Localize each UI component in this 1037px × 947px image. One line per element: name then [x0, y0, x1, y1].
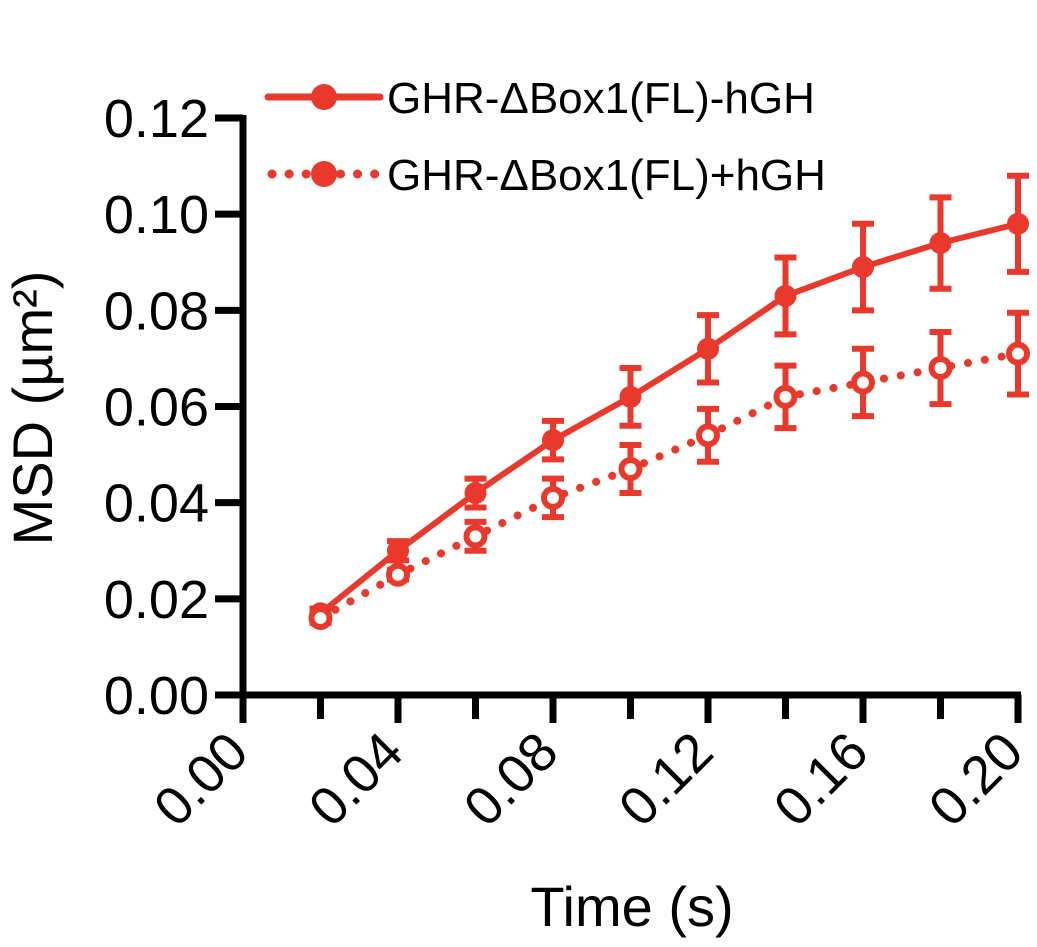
axes: 0.00 0.02 0.04 0.06 0.08 0.10 0.12 0.00 0.04 0.08…	[104, 89, 1035, 838]
series-2-point-7	[851, 370, 875, 395]
series-layer	[308, 172, 1030, 631]
series-1-point-5	[697, 337, 719, 360]
series-1-point-6	[774, 284, 797, 307]
y-tick-label-1: 0.02	[104, 570, 209, 630]
series-1-point-1	[387, 539, 409, 562]
series-2-point-3	[541, 485, 565, 510]
y-tick-label-6: 0.12	[104, 89, 209, 149]
legend-label-series-1: GHR-ΔBox1(FL)-hGH	[387, 74, 815, 123]
series-2-point-1	[386, 562, 410, 587]
series-1-point-3	[542, 429, 564, 452]
series-2-point-2	[463, 524, 488, 549]
series-1-point-7	[852, 256, 874, 279]
x-tick-label-1: 0.04	[298, 721, 415, 838]
series-1-point-8	[929, 232, 952, 255]
y-tick-label-5: 0.10	[104, 185, 209, 245]
y-tick-label-3: 0.06	[104, 378, 209, 438]
x-tick-label-4: 0.16	[763, 721, 880, 838]
legend-label-series-2: GHR-ΔBox1(FL)+hGH	[387, 151, 826, 200]
series-2-point-5	[696, 423, 720, 448]
x-axis-title: Time (s)	[530, 875, 733, 938]
series-1-line	[317, 220, 1021, 617]
series-2-point-8	[928, 356, 953, 381]
series-2-point-6	[773, 384, 798, 409]
series-2-point-0	[308, 606, 333, 631]
series-2-point-9	[1006, 341, 1030, 366]
series-2-point-4	[618, 457, 643, 482]
legend: GHR-ΔBox1(FL)-hGH GHR-ΔBox1(FL)+hGH	[264, 74, 826, 200]
y-tick-label-2: 0.04	[104, 474, 209, 534]
series-1-point-4	[619, 385, 642, 408]
x-tick-label-5: 0.20	[918, 721, 1035, 838]
series-1-point-2	[464, 482, 487, 505]
x-tick-label-0: 0.00	[143, 721, 260, 838]
y-axis-title: MSD (µm²)	[1, 271, 64, 546]
x-tick-label-3: 0.12	[608, 721, 725, 838]
series-1	[309, 172, 1029, 625]
y-tick-label-4: 0.08	[104, 281, 209, 341]
y-tick-label-0: 0.00	[104, 666, 209, 726]
series-2	[308, 309, 1030, 631]
series-2-line	[316, 349, 1022, 623]
series-1-point-9	[1007, 212, 1029, 235]
legend-marker-filled	[311, 84, 337, 110]
x-tick-label-2: 0.08	[453, 721, 570, 838]
legend-marker-filled-2	[311, 161, 337, 187]
